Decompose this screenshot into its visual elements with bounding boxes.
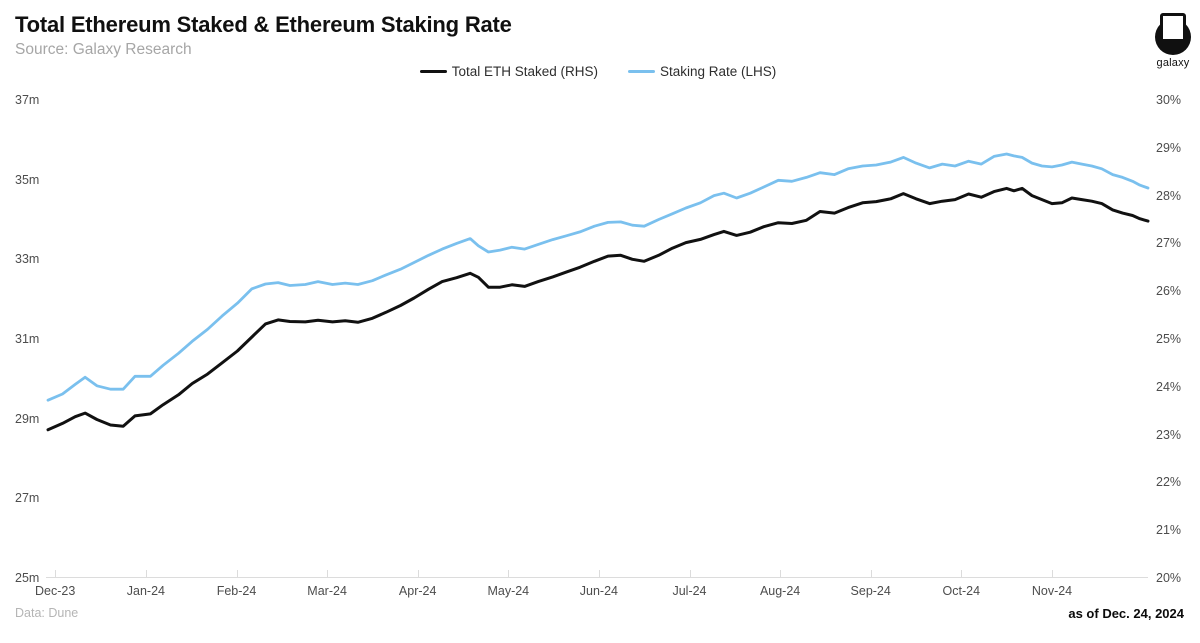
legend: Total ETH Staked (RHS) Staking Rate (LHS…	[48, 64, 1148, 79]
x-axis-tick	[55, 570, 57, 577]
right-axis-tick-label: 20%	[1156, 571, 1182, 585]
x-axis-tick-label: Mar-24	[307, 584, 347, 598]
x-axis-tick	[870, 570, 872, 577]
x-axis-tick-label: Sep-24	[850, 584, 891, 598]
galaxy-logo-text: galaxy	[1156, 57, 1190, 69]
x-axis-tick	[1052, 570, 1053, 577]
left-axis-tick-label: 29m	[15, 411, 40, 426]
galaxy-logo: galaxy	[1150, 13, 1196, 69]
x-axis-tick	[327, 570, 329, 577]
line-chart-plot	[46, 152, 1150, 432]
legend-item-staking-rate: Staking Rate (LHS)	[627, 64, 777, 79]
logo-square-shape	[1160, 13, 1186, 42]
x-axis-tick-label: Jul-24	[672, 584, 707, 598]
left-axis-tick-label: 35m	[15, 172, 40, 187]
right-axis-tick-label: 28%	[1156, 188, 1182, 203]
eth-staked-line-swatch	[419, 70, 447, 73]
right-axis-tick-label: 26%	[1156, 284, 1182, 299]
x-axis-tick-label: Dec-23	[35, 584, 76, 598]
x-axis-tick-label: Jun-24	[579, 584, 618, 598]
right-axis-tick-label: 24%	[1156, 379, 1182, 394]
x-axis-line	[46, 577, 1148, 578]
x-axis-tick	[145, 570, 147, 577]
x-axis-tick-label: Oct-24	[942, 584, 981, 598]
x-axis-tick	[598, 570, 600, 577]
legend-item-eth-staked: Total ETH Staked (RHS)	[419, 64, 598, 79]
chart-source: Source: Galaxy Research	[15, 41, 192, 58]
x-axis-tick-label: Aug-24	[759, 584, 801, 598]
x-axis-tick	[417, 570, 419, 577]
right-axis-tick-label: 23%	[1156, 427, 1182, 442]
left-axis-tick-label: 37m	[15, 93, 40, 107]
data-source-note: Data: Dune	[15, 606, 79, 620]
chart-title: Total Ethereum Staked & Ethereum Staking…	[15, 12, 512, 37]
x-axis-tick-label: May-24	[487, 584, 530, 598]
legend-label-eth-staked: Total ETH Staked (RHS)	[451, 64, 598, 79]
staking-rate-line	[46, 152, 1150, 402]
x-axis-tick	[689, 570, 691, 577]
left-axis-tick-label: 27m	[15, 491, 40, 506]
x-axis-tick	[508, 570, 510, 577]
x-axis-tick	[780, 570, 782, 577]
right-axis-tick-label: 27%	[1156, 236, 1182, 251]
x-axis-tick	[236, 570, 238, 577]
x-axis-tick-label: Jan-24	[126, 584, 165, 598]
left-axis-tick-label: 31m	[15, 332, 40, 346]
x-axis-tick-label: Feb-24	[216, 584, 257, 598]
right-axis-tick-label: 21%	[1156, 523, 1182, 538]
galaxy-logo-icon	[1150, 13, 1196, 56]
left-axis-tick-label: 25m	[15, 571, 40, 585]
as-of-date: as of Dec. 24, 2024	[1068, 606, 1184, 621]
right-axis-tick-label: 22%	[1156, 475, 1182, 490]
right-axis-tick-label: 29%	[1156, 140, 1182, 155]
eth-staked-line	[46, 186, 1150, 432]
legend-label-staking-rate: Staking Rate (LHS)	[659, 64, 777, 79]
left-axis-tick-label: 33m	[15, 252, 40, 267]
right-axis-tick-label: 30%	[1156, 93, 1182, 107]
x-axis-tick-label: Apr-24	[398, 584, 437, 598]
x-axis-tick	[961, 570, 963, 577]
x-axis-tick-label: Nov-24	[1031, 584, 1073, 598]
right-axis-tick-label: 25%	[1156, 332, 1182, 346]
staking-rate-line-swatch	[627, 70, 655, 73]
